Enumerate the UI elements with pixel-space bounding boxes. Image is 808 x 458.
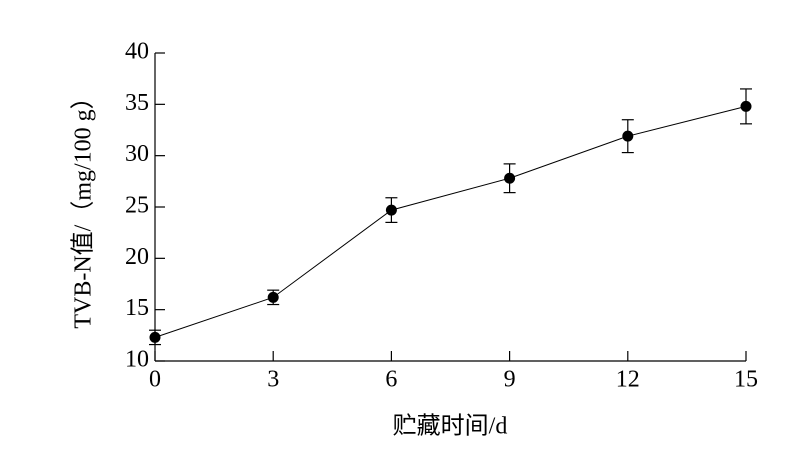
x-tick-label: 0 — [149, 367, 161, 393]
y-tick-label: 25 — [125, 193, 149, 219]
x-tick-label: 15 — [734, 367, 758, 393]
y-tick-label: 15 — [125, 295, 149, 321]
data-line — [154, 105, 747, 338]
data-point — [740, 100, 752, 112]
x-tick-label: 12 — [616, 367, 640, 393]
y-tick-label: 40 — [125, 39, 149, 65]
x-tick-label: 6 — [385, 367, 397, 393]
data-point — [622, 130, 634, 142]
y-tick-label: 30 — [125, 141, 149, 167]
data-point — [149, 331, 161, 343]
x-tick-label: 3 — [267, 367, 279, 393]
data-point — [267, 291, 279, 303]
x-axis-label: 贮藏时间/d — [393, 413, 508, 440]
y-tick-label: 35 — [125, 90, 149, 116]
x-tick-label: 9 — [504, 367, 516, 393]
data-point — [385, 204, 397, 216]
y-tick-label: 10 — [125, 347, 149, 373]
data-point — [504, 172, 516, 184]
y-tick-label: 20 — [125, 244, 149, 270]
y-axis-label: TVB-N值/（mg/100 g） — [70, 85, 97, 328]
